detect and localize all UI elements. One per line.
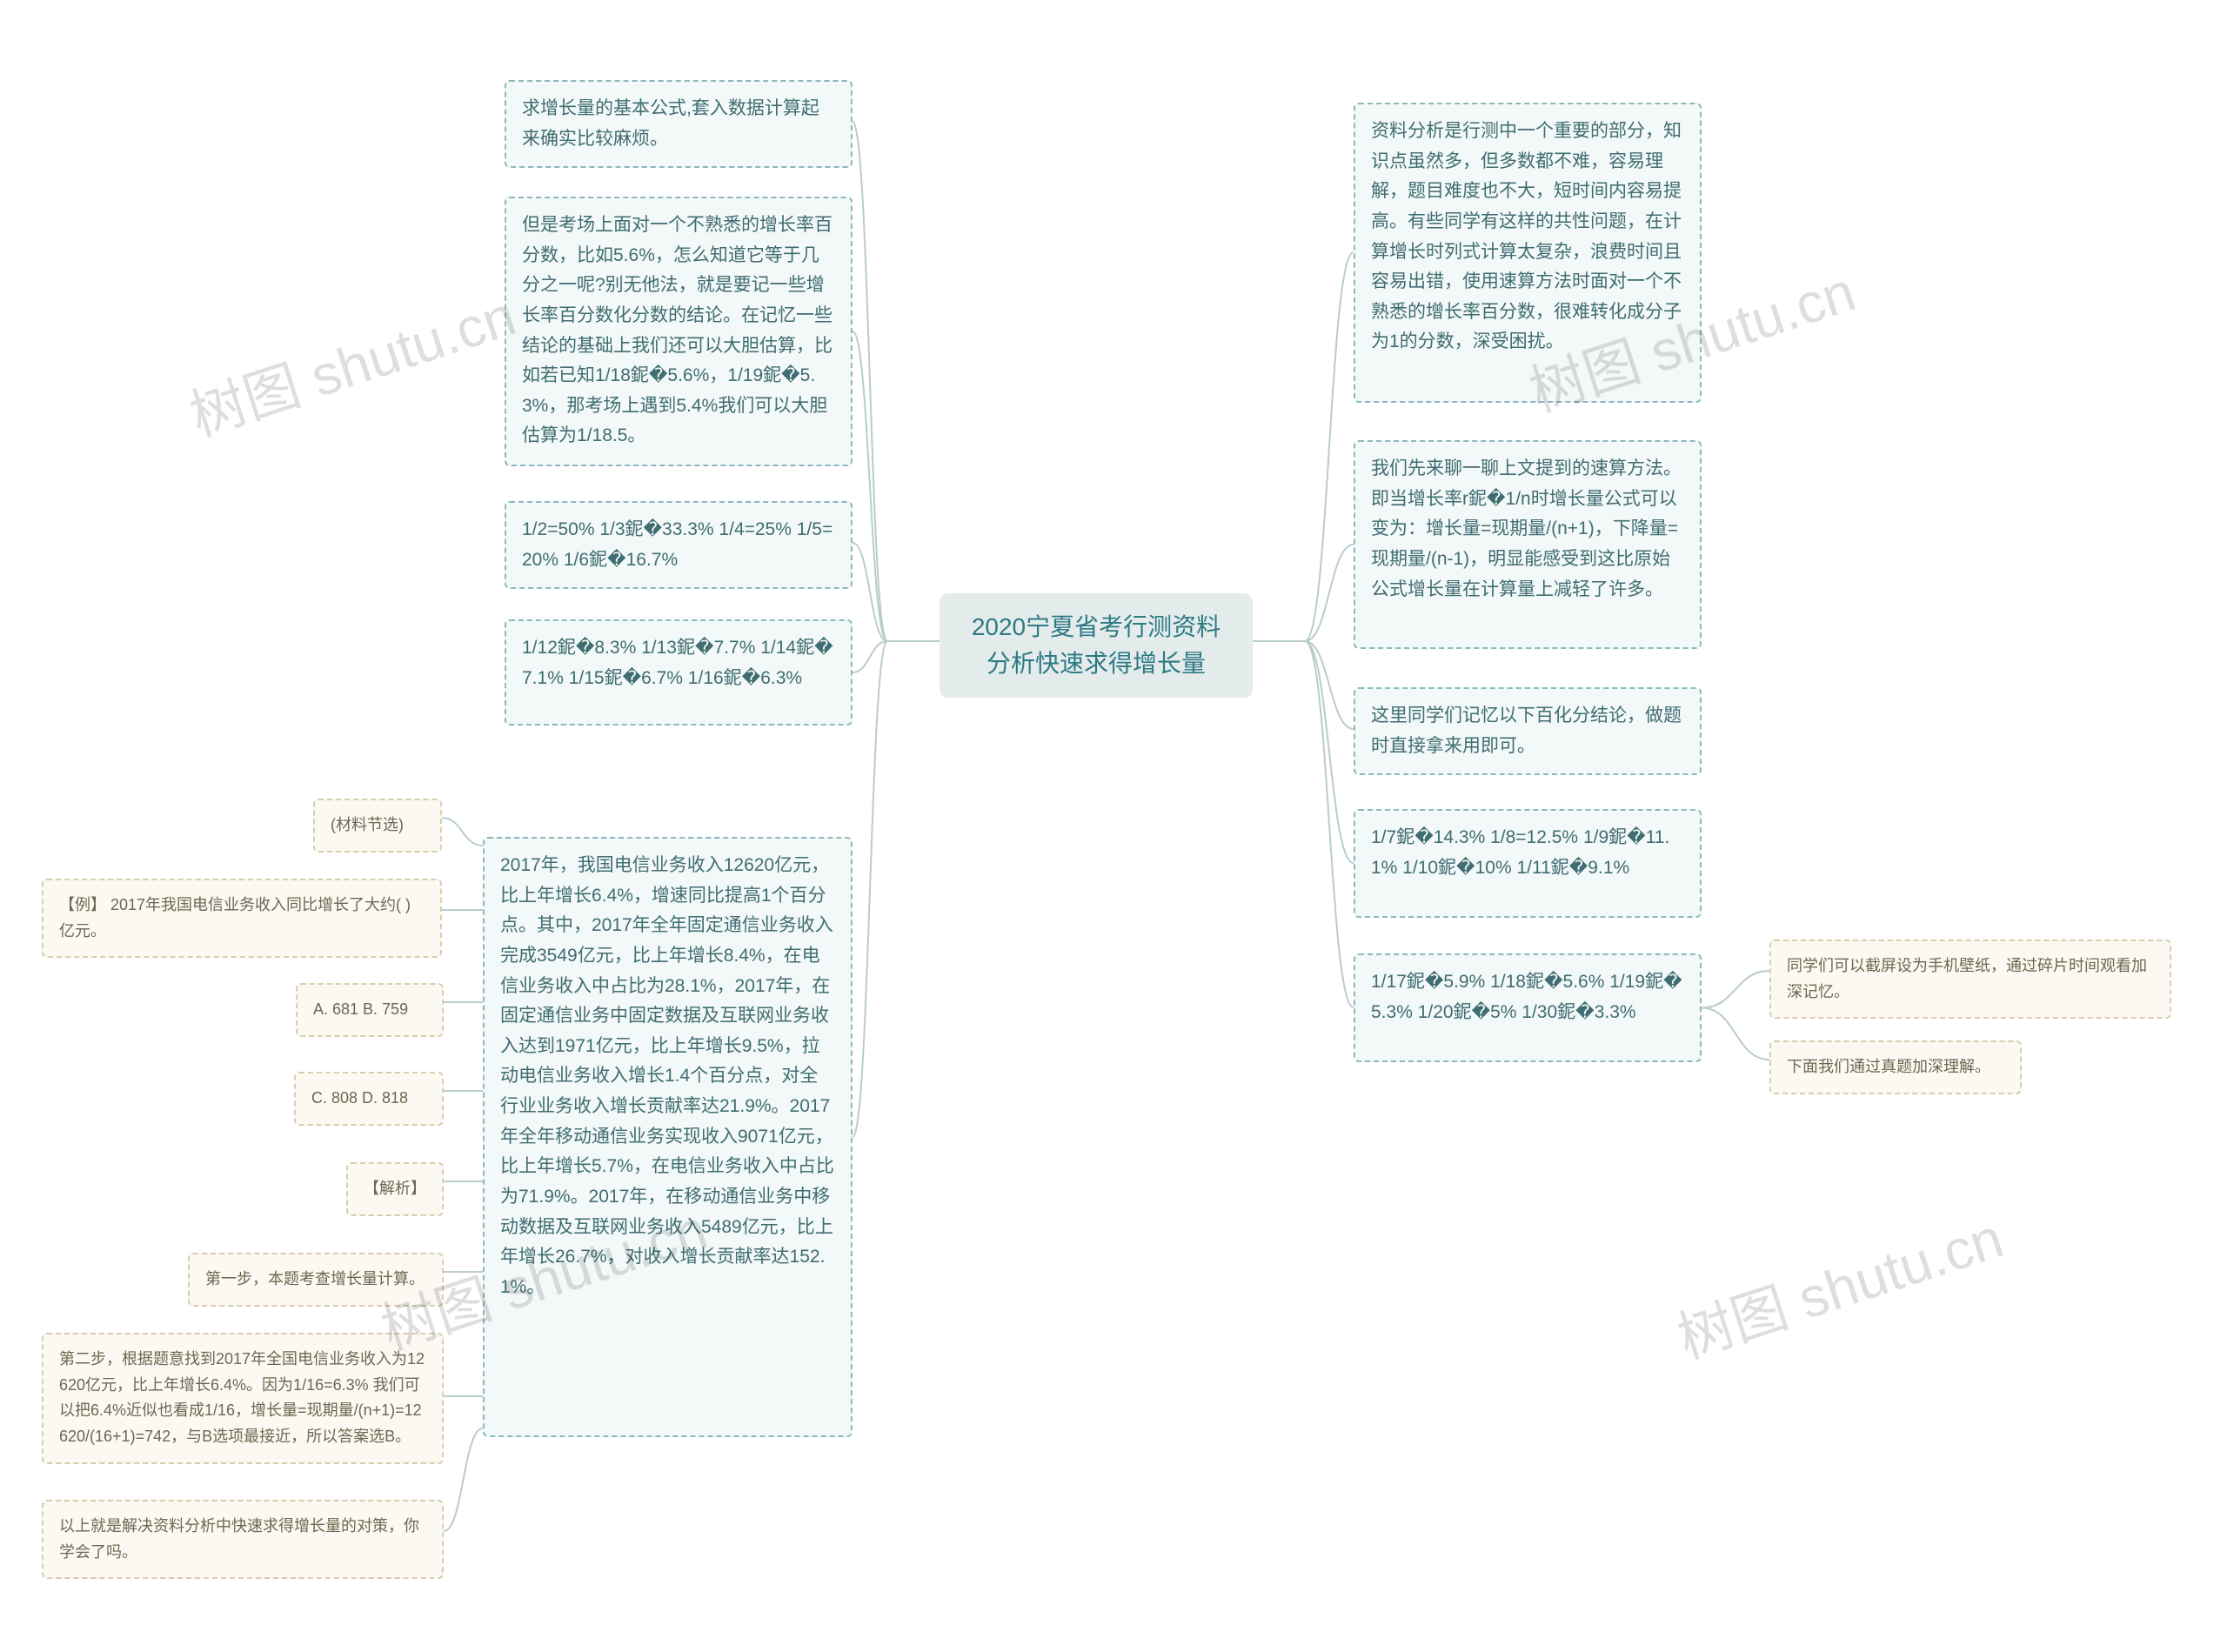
node-L3: 1/2=50% 1/3鈮�33.3% 1/4=25% 1/5=20% 1/6鈮�… bbox=[505, 501, 853, 589]
node-L5h: 以上就是解决资料分析中快速求得增长量的对策，你学会了吗。 bbox=[42, 1500, 444, 1579]
diagram-canvas: { "central": { "text": "2020宁夏省考行测资料分析快速… bbox=[0, 0, 2227, 1652]
node-L1: 求增长量的基本公式,套入数据计算起来确实比较麻烦。 bbox=[505, 80, 853, 168]
node-R5a: 同学们可以截屏设为手机壁纸，通过碎片时间观看加深记忆。 bbox=[1769, 940, 2171, 1019]
watermark: 树图 shutu.cn bbox=[1666, 1194, 2011, 1374]
central-topic: 2020宁夏省考行测资料分析快速求得增长量 bbox=[940, 593, 1253, 698]
node-L5c: A. 681 B. 759 bbox=[296, 983, 444, 1037]
node-R5: 1/17鈮�5.9% 1/18鈮�5.6% 1/19鈮�5.3% 1/20鈮�5… bbox=[1354, 953, 1702, 1062]
node-L5g: 第二步，根据题意找到2017年全国电信业务收入为12620亿元，比上年增长6.4… bbox=[42, 1333, 444, 1464]
node-L5e: 【解析】 bbox=[346, 1162, 444, 1216]
node-L5: 2017年，我国电信业务收入12620亿元，比上年增长6.4%，增速同比提高1个… bbox=[483, 837, 853, 1437]
node-R2: 我们先来聊一聊上文提到的速算方法。即当增长率r鈮�1/n时增长量公式可以变为：增… bbox=[1354, 440, 1702, 649]
node-R5b: 下面我们通过真题加深理解。 bbox=[1769, 1040, 2022, 1094]
node-R4: 1/7鈮�14.3% 1/8=12.5% 1/9鈮�11.1% 1/10鈮�10… bbox=[1354, 809, 1702, 918]
node-L5b: 【例】 2017年我国电信业务收入同比增长了大约( )亿元。 bbox=[42, 879, 442, 958]
node-R3: 这里同学们记忆以下百化分结论，做题时直接拿来用即可。 bbox=[1354, 687, 1702, 775]
node-L2: 但是考场上面对一个不熟悉的增长率百分数，比如5.6%，怎么知道它等于几分之一呢?… bbox=[505, 197, 853, 466]
node-L5d: C. 808 D. 818 bbox=[294, 1072, 444, 1126]
node-L4: 1/12鈮�8.3% 1/13鈮�7.7% 1/14鈮�7.1% 1/15鈮�6… bbox=[505, 619, 853, 726]
node-L5a: (材料节选) bbox=[313, 799, 442, 853]
central-topic-text: 2020宁夏省考行测资料分析快速求得增长量 bbox=[960, 609, 1232, 682]
watermark: 树图 shutu.cn bbox=[178, 271, 524, 451]
